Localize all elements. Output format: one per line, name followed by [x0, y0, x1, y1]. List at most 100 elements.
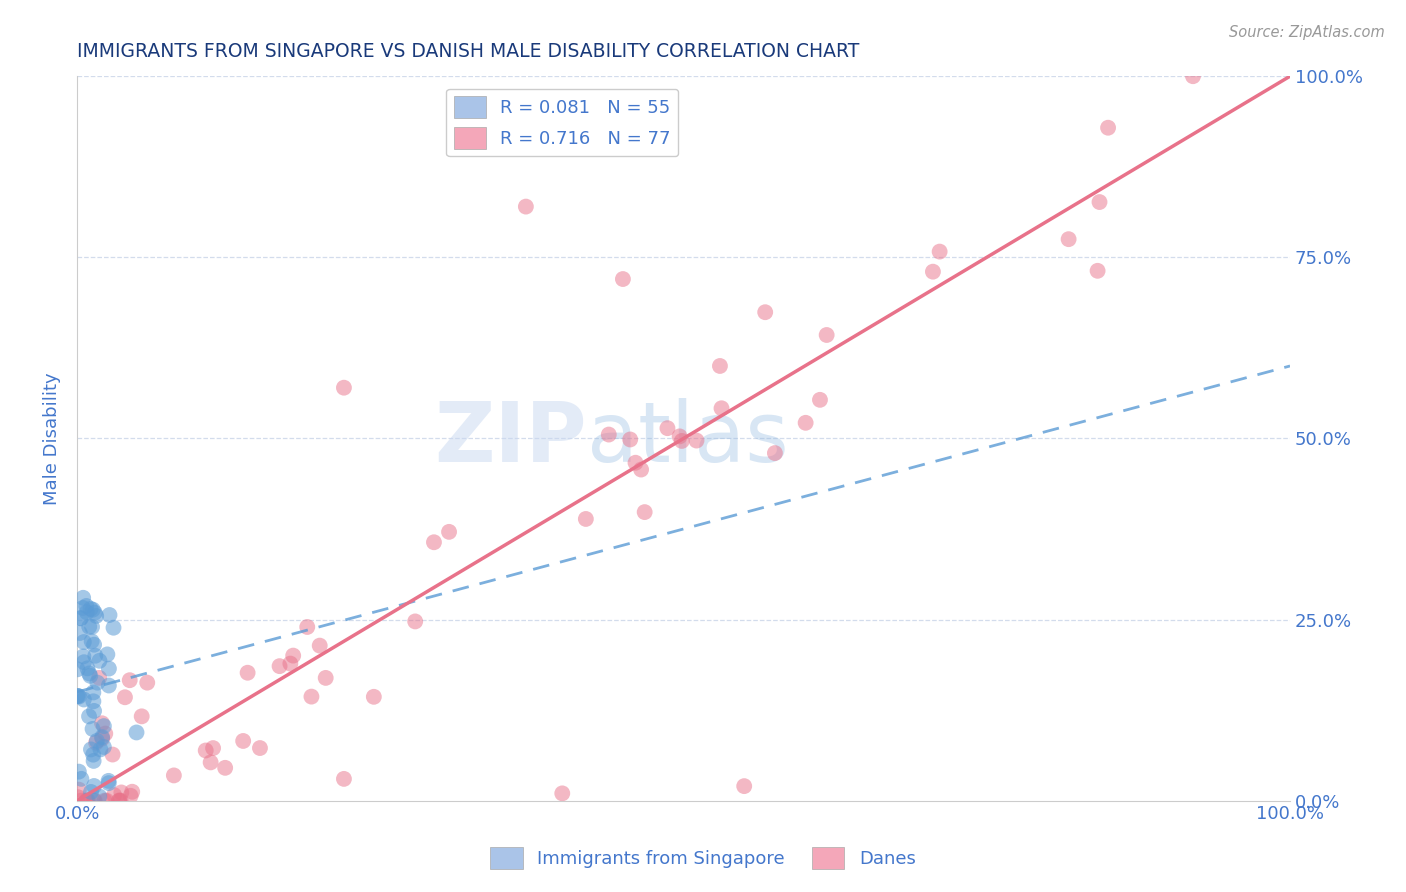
Point [1097, 120, 1119, 135]
Point [84, 608, 107, 623]
Point [214, 761, 236, 775]
Point [83, 794, 105, 808]
Point [84, 736, 107, 750]
Point [598, 427, 620, 442]
Point [297, 620, 319, 634]
Point [76, 794, 98, 808]
Point [79, 669, 101, 683]
Point [91, 716, 114, 731]
Text: atlas: atlas [586, 398, 789, 479]
Point [437, 524, 460, 539]
Point [404, 615, 426, 629]
Point [163, 768, 186, 782]
Point [97, 679, 120, 693]
Point [80, 634, 103, 648]
Point [96, 648, 118, 662]
Point [83, 779, 105, 793]
Point [551, 786, 574, 800]
Point [72, 591, 94, 605]
Point [125, 725, 148, 739]
Point [301, 690, 323, 704]
Point [89, 654, 111, 668]
Point [70, 772, 93, 786]
Point [96, 794, 118, 808]
Point [101, 747, 124, 762]
Point [685, 434, 707, 448]
Point [110, 785, 132, 799]
Point [77, 709, 100, 723]
Point [67, 782, 90, 797]
Point [84, 648, 107, 663]
Point [110, 794, 132, 808]
Point [763, 446, 786, 460]
Point [709, 359, 731, 373]
Point [710, 401, 733, 416]
Point [86, 734, 108, 748]
Point [66, 790, 89, 805]
Point [103, 788, 125, 802]
Point [76, 794, 98, 808]
Point [283, 648, 305, 663]
Point [333, 772, 356, 786]
Point [634, 505, 657, 519]
Point [97, 773, 120, 788]
Point [808, 392, 831, 407]
Point [624, 456, 647, 470]
Point [77, 666, 100, 681]
Point [73, 635, 96, 649]
Point [86, 675, 108, 690]
Point [308, 639, 330, 653]
Point [194, 743, 217, 757]
Point [97, 662, 120, 676]
Point [80, 620, 103, 634]
Point [108, 794, 131, 808]
Point [733, 779, 755, 793]
Point [1181, 69, 1204, 83]
Point [93, 719, 115, 733]
Point [69, 611, 91, 625]
Point [93, 794, 115, 808]
Point [75, 599, 97, 613]
Point [79, 602, 101, 616]
Point [668, 429, 690, 443]
Point [794, 416, 817, 430]
Point [82, 694, 104, 708]
Point [363, 690, 385, 704]
Point [630, 462, 652, 476]
Point [83, 794, 105, 808]
Point [121, 785, 143, 799]
Legend: Immigrants from Singapore, Danes: Immigrants from Singapore, Danes [484, 839, 922, 876]
Point [67, 689, 90, 703]
Point [82, 747, 104, 762]
Point [108, 794, 131, 808]
Point [69, 611, 91, 625]
Point [89, 742, 111, 756]
Point [89, 671, 111, 685]
Point [73, 692, 96, 706]
Point [93, 739, 115, 754]
Point [98, 607, 121, 622]
Point [67, 764, 90, 779]
Point [94, 726, 117, 740]
Point [575, 512, 598, 526]
Point [1087, 264, 1109, 278]
Point [83, 754, 105, 768]
Point [80, 785, 103, 799]
Point [200, 756, 222, 770]
Point [72, 649, 94, 664]
Point [333, 381, 356, 395]
Point [91, 731, 114, 746]
Point [131, 709, 153, 723]
Point [73, 655, 96, 669]
Text: Source: ZipAtlas.com: Source: ZipAtlas.com [1229, 25, 1385, 40]
Point [118, 673, 141, 688]
Point [103, 621, 125, 635]
Point [928, 244, 950, 259]
Point [136, 675, 159, 690]
Point [69, 626, 91, 640]
Point [97, 776, 120, 790]
Text: ZIP: ZIP [434, 398, 586, 479]
Point [1088, 195, 1111, 210]
Point [76, 605, 98, 619]
Text: IMMIGRANTS FROM SINGAPORE VS DANISH MALE DISABILITY CORRELATION CHART: IMMIGRANTS FROM SINGAPORE VS DANISH MALE… [77, 42, 859, 61]
